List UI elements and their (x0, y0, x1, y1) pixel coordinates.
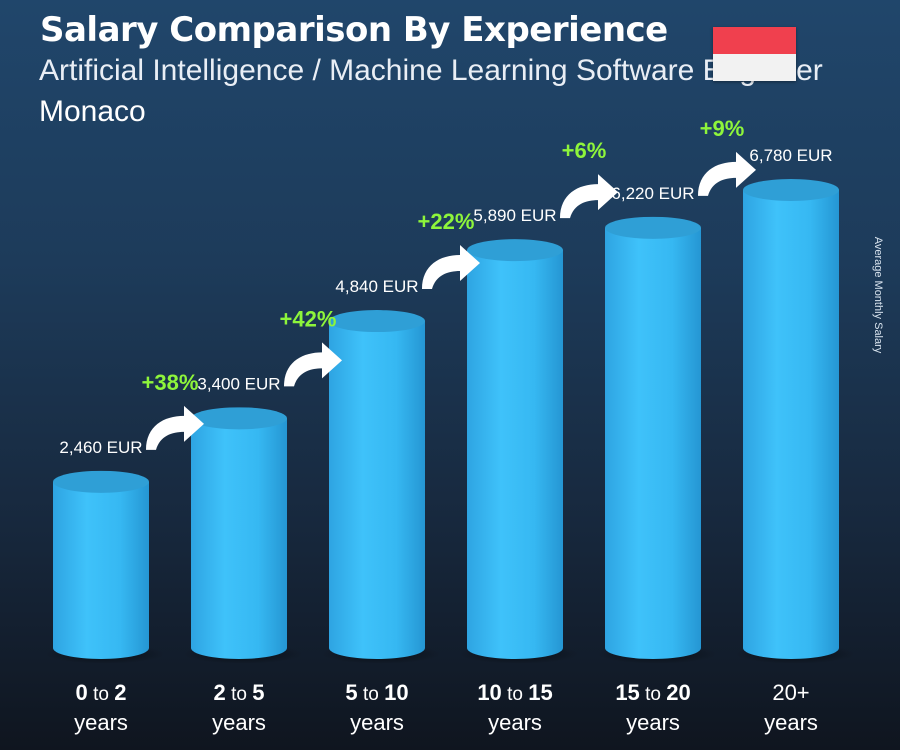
value-label: 6,220 EUR (611, 184, 694, 203)
increase-label: +9% (700, 116, 745, 141)
bar (467, 250, 563, 659)
bar-group (321, 310, 441, 664)
bar (743, 190, 839, 659)
increase-arrow-icon (422, 245, 480, 290)
bar-group (735, 179, 855, 664)
bar-top (467, 239, 563, 262)
bar-top (329, 310, 425, 333)
bar (53, 481, 149, 659)
increase-arrow-icon (560, 174, 618, 219)
increase-label: +38% (142, 370, 199, 395)
category-label: 0 to 2 (76, 680, 127, 705)
increase-arrow-group (560, 174, 618, 219)
bar-group (459, 239, 579, 664)
value-label: 2,460 EUR (59, 438, 142, 457)
category-to-word: to (226, 684, 252, 705)
category-from: 2 (214, 680, 226, 705)
category-to-word: to (640, 684, 666, 705)
value-label: 6,780 EUR (749, 146, 832, 165)
category-from: 15 (615, 680, 639, 705)
bar (605, 227, 701, 659)
increase-arrow-icon (146, 405, 204, 450)
category-from: 10 (477, 680, 501, 705)
bar-top (53, 470, 149, 493)
bar-top (743, 179, 839, 201)
category-to: 2 (114, 680, 126, 705)
value-label: 4,840 EUR (335, 277, 418, 296)
increase-label: +42% (280, 306, 337, 331)
category-to: 5 (252, 680, 264, 705)
category-label: 5 to 10 (345, 680, 408, 705)
increase-arrow-icon (284, 342, 342, 387)
location-label: Monaco (39, 95, 146, 128)
value-label: 5,890 EUR (473, 206, 556, 225)
chart-subtitle: Artificial Intelligence / Machine Learni… (39, 54, 823, 87)
increase-arrow-group (146, 405, 204, 450)
bar (191, 418, 287, 659)
bar-group (597, 216, 717, 664)
category-to-word: to (88, 684, 114, 705)
increase-label: +22% (418, 209, 475, 234)
category-to-word: 20+ (772, 680, 809, 705)
category-label: 20+ (772, 680, 809, 705)
bar (329, 321, 425, 659)
flag-top-stripe (713, 27, 796, 54)
flag-bottom-stripe (713, 54, 796, 81)
category-label: 10 to 15 (477, 680, 552, 705)
category-to-word: to (502, 684, 528, 705)
bar-top (191, 407, 287, 430)
increase-arrow-group (422, 245, 480, 290)
category-to: 20 (666, 680, 690, 705)
increase-arrow-group (698, 151, 756, 196)
category-unit: years (74, 710, 128, 735)
category-unit: years (488, 710, 542, 735)
increase-label: +6% (562, 138, 607, 163)
bar-group (45, 470, 165, 664)
category-to: 10 (384, 680, 408, 705)
chart-marks: 2,460 EUR 0 to 2 years 3,400 EUR 2 to 5 years… (45, 116, 855, 735)
category-to: 15 (528, 680, 552, 705)
category-label: 2 to 5 (214, 680, 265, 705)
value-label: 3,400 EUR (197, 374, 280, 393)
category-unit: years (626, 710, 680, 735)
category-unit: years (212, 710, 266, 735)
increase-arrow-icon (698, 151, 756, 196)
category-label: 15 to 20 (615, 680, 690, 705)
category-from: 0 (76, 680, 88, 705)
category-from: 5 (345, 680, 357, 705)
increase-arrow-group (284, 342, 342, 387)
category-to-word: to (358, 684, 384, 705)
monaco-flag-icon (713, 27, 796, 81)
category-unit: years (350, 710, 404, 735)
category-unit: years (764, 710, 818, 735)
bar-group (183, 407, 303, 664)
bar-top (605, 216, 701, 239)
chart-title: Salary Comparison By Experience (40, 10, 668, 50)
